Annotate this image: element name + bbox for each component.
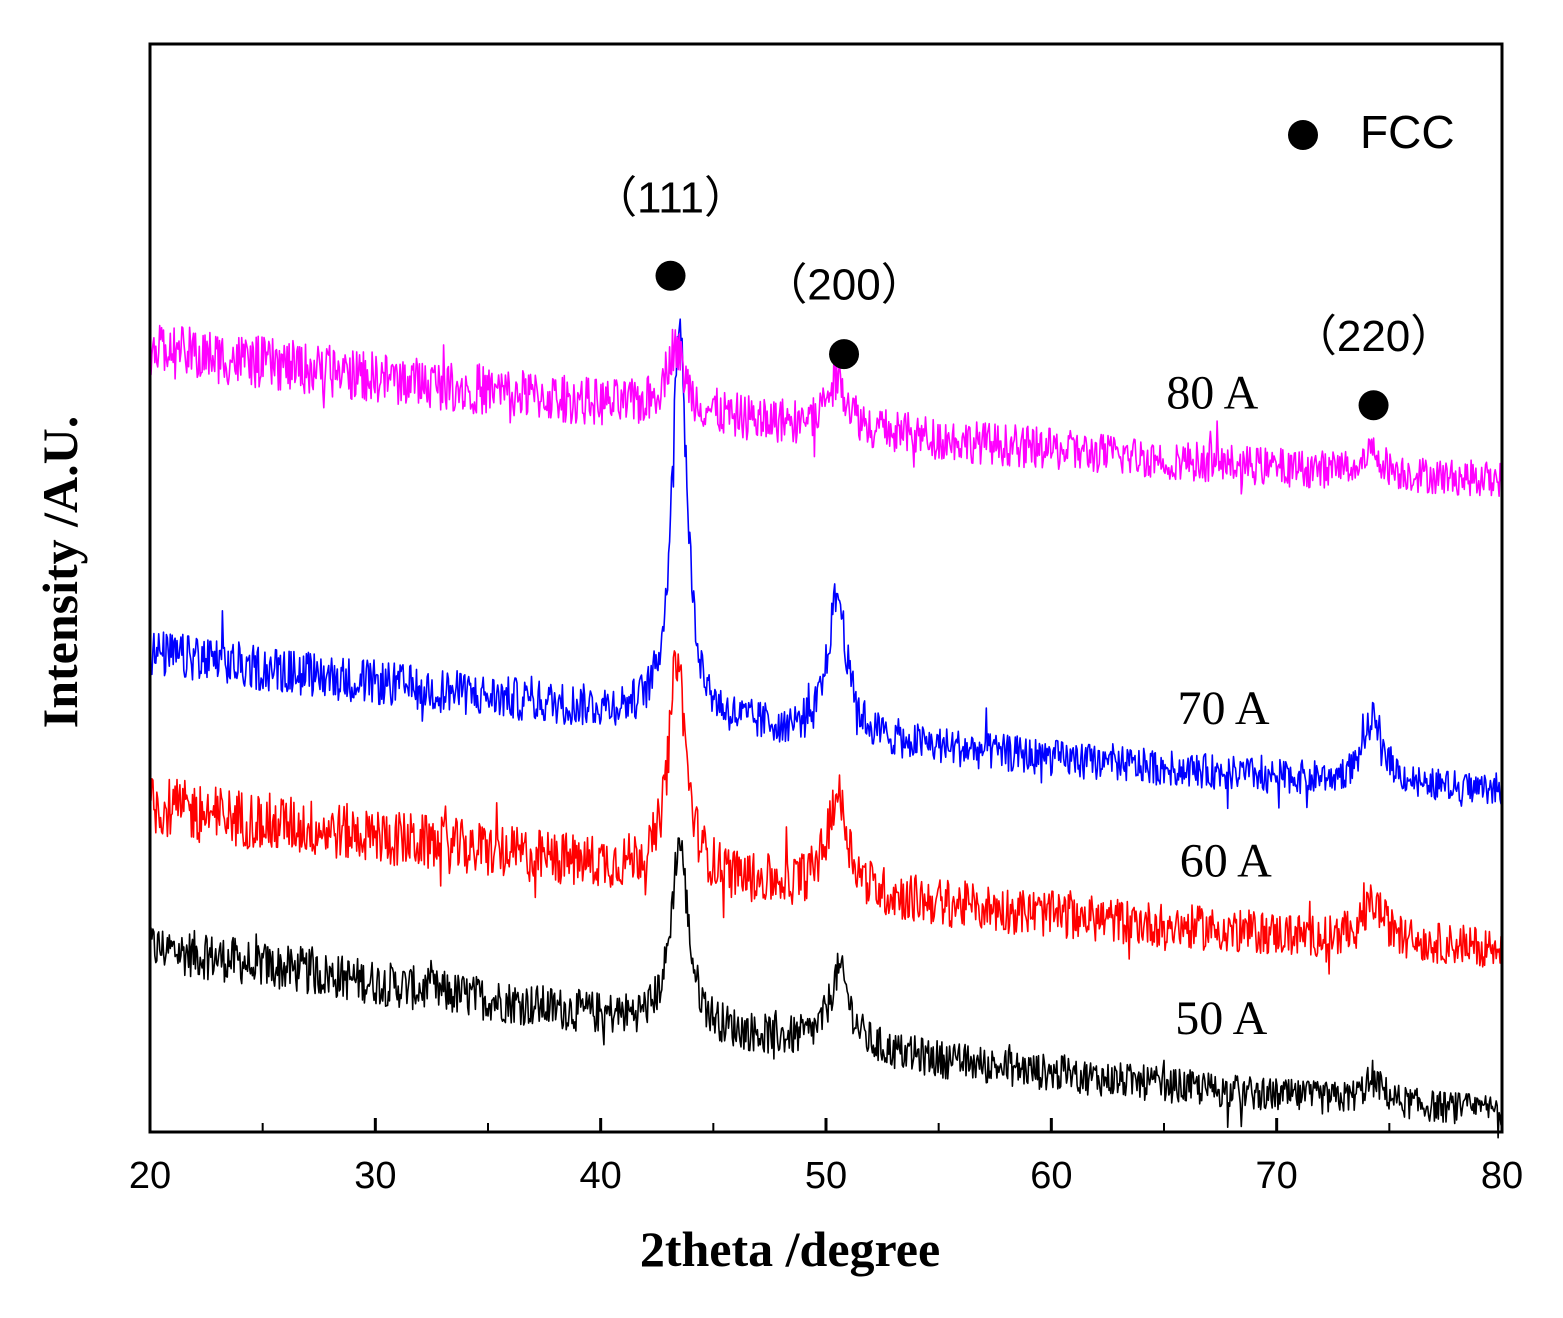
- fcc-peak-marker: [655, 260, 686, 291]
- y-axis-title: Intensity /A.U.: [32, 416, 88, 729]
- legend-marker-fcc: [1288, 120, 1318, 150]
- x-tick-label: 80: [1481, 1155, 1523, 1197]
- series-label: 50 A: [1175, 992, 1267, 1045]
- x-axis-title: 2theta /degree: [640, 1221, 940, 1277]
- peak-index-label: （111）: [593, 174, 748, 223]
- x-tick-label: 50: [805, 1155, 847, 1197]
- series-label: 70 A: [1178, 682, 1270, 735]
- series-label: 60 A: [1180, 834, 1272, 887]
- series-label: 80 A: [1166, 366, 1258, 419]
- peak-index-label: （200）: [763, 261, 924, 310]
- x-tick-label: 30: [354, 1155, 396, 1197]
- x-tick-label: 40: [580, 1155, 622, 1197]
- series-line-70-a: [149, 318, 1503, 810]
- x-axis-ticks: 20 30 40 50 60 70 80: [129, 1118, 1523, 1197]
- legend-label-fcc: FCC: [1360, 106, 1455, 158]
- x-tick-label: 70: [1256, 1155, 1298, 1197]
- x-tick-label: 60: [1030, 1155, 1072, 1197]
- label-layer: 50 A 60 A 70 A 80 A （111） （200） （220）: [593, 174, 1454, 1045]
- series-line-80-a: [149, 324, 1503, 497]
- fcc-peak-marker: [1358, 390, 1389, 421]
- peak-index-label: （220）: [1293, 312, 1454, 361]
- x-tick-label: 20: [129, 1155, 171, 1197]
- fcc-peak-marker: [829, 339, 860, 370]
- series-line-50-a: [149, 837, 1503, 1139]
- series-layer: [149, 318, 1503, 1139]
- series-line-60-a: [149, 650, 1503, 975]
